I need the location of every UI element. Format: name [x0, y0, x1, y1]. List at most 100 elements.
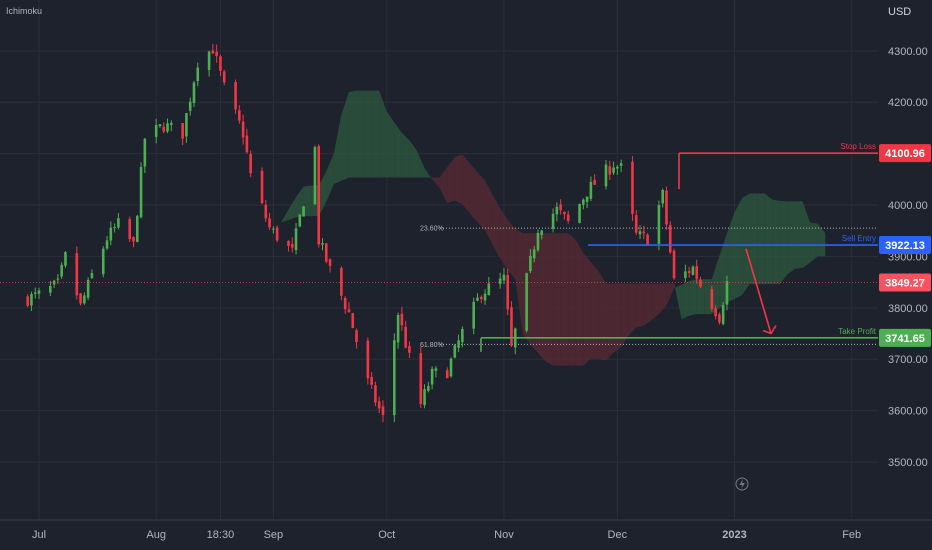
- cloud-segment: [606, 283, 614, 361]
- candle-body: [616, 166, 619, 169]
- cloud-segment: [507, 219, 516, 279]
- candle-body: [593, 179, 596, 185]
- candle-body: [185, 113, 188, 137]
- cloud-segment: [401, 132, 410, 178]
- candle-body: [578, 203, 581, 223]
- candle-body: [211, 50, 215, 54]
- indicator-label[interactable]: Ichimoku: [6, 6, 43, 16]
- candle-body: [427, 386, 430, 391]
- candle-body: [555, 206, 559, 215]
- candle-body: [691, 266, 695, 275]
- cloud-segment: [447, 157, 455, 204]
- candle-body: [718, 314, 721, 323]
- candle-body: [287, 240, 290, 246]
- cloud-segment: [757, 193, 765, 285]
- stop-price-tag: [879, 144, 931, 163]
- candle-body: [661, 190, 664, 204]
- projection-arrow: [745, 248, 777, 335]
- candle-body: [132, 237, 135, 242]
- x-tick-label: Jul: [32, 529, 46, 541]
- y-tick-label: 3700.00: [888, 354, 928, 366]
- cloud-segment: [802, 201, 811, 268]
- lightning-icon[interactable]: [735, 477, 749, 491]
- arrow-head: [762, 325, 777, 335]
- cloud-segment: [810, 222, 818, 263]
- price-axis[interactable]: [878, 0, 932, 520]
- cloud-segment: [568, 233, 576, 366]
- cloud-segment: [817, 223, 826, 257]
- candle-body: [589, 181, 593, 199]
- candle-body: [423, 389, 426, 406]
- candle-body: [502, 274, 506, 281]
- candle-body: [582, 199, 585, 205]
- cloud-segment: [583, 253, 591, 366]
- candle-body: [687, 270, 691, 274]
- cloud-segment: [364, 90, 372, 178]
- candle-body: [714, 308, 717, 317]
- candle-body: [642, 231, 646, 234]
- cloud-segment: [787, 201, 795, 275]
- candle-body: [725, 281, 729, 305]
- candle-body: [672, 250, 676, 279]
- candle-body: [64, 252, 67, 266]
- candle-body: [117, 218, 120, 228]
- candle-body: [321, 242, 324, 245]
- candle-body: [166, 123, 169, 132]
- cloud-segment: [553, 233, 561, 366]
- candle-body: [434, 368, 438, 371]
- cloud-segment: [636, 283, 644, 328]
- cloud-segment: [621, 283, 629, 348]
- entry-price-text: 3922.13: [885, 240, 925, 252]
- candles: [26, 44, 729, 423]
- cloud-segment: [409, 140, 417, 178]
- cloud-segment: [674, 283, 682, 320]
- price-tags: 4100.96 3922.13 3849.27 3741.65: [879, 144, 931, 347]
- x-tick-label: Dec: [608, 529, 628, 541]
- candle-body: [241, 121, 245, 138]
- candle-body: [238, 110, 241, 121]
- x-tick-label: Feb: [842, 529, 861, 541]
- x-tick-label: 18:30: [207, 529, 235, 541]
- x-axis[interactable]: Jul Aug 18:30 Sep Oct Nov Dec 2023 Feb: [32, 529, 861, 541]
- candle-body: [49, 285, 52, 293]
- cloud-segment: [477, 172, 486, 231]
- cloud-segment: [500, 208, 508, 270]
- x-tick-label: 2023: [722, 529, 746, 541]
- candle-body: [340, 267, 343, 296]
- cloud-segment: [439, 167, 448, 204]
- candle-body: [143, 138, 147, 167]
- candle-body: [290, 243, 294, 248]
- candle-body: [324, 243, 328, 262]
- cloud-segment: [341, 91, 349, 181]
- candle-body: [298, 214, 302, 227]
- candle-body: [377, 401, 381, 409]
- cloud-segment: [318, 171, 327, 217]
- y-tick-label: 4200.00: [888, 97, 928, 109]
- candle-body: [612, 167, 615, 173]
- candle-body: [540, 230, 544, 236]
- candle-body: [400, 313, 404, 326]
- cloud-segment: [696, 279, 705, 314]
- candle-body: [506, 275, 510, 310]
- y-tick-label: 4300.00: [888, 46, 928, 58]
- cloud-segment: [651, 283, 659, 321]
- candle-body: [347, 309, 351, 313]
- cloud-segment: [386, 111, 395, 178]
- candle-body: [665, 190, 668, 225]
- candle-body: [139, 166, 143, 218]
- candle-body: [487, 283, 491, 296]
- candle-body: [536, 232, 540, 251]
- cloud-segment: [598, 271, 606, 361]
- cloud-segment: [742, 193, 750, 296]
- cloud-segment: [394, 122, 402, 178]
- candle-body: [366, 340, 370, 379]
- cloud-segment: [356, 90, 365, 178]
- y-tick-label: 4000.00: [888, 200, 928, 212]
- candle-body: [109, 227, 113, 241]
- candle-body: [222, 71, 226, 83]
- candle-body: [668, 225, 672, 253]
- candle-body: [181, 123, 184, 139]
- candle-body: [215, 51, 218, 56]
- cloud-segment: [734, 197, 743, 299]
